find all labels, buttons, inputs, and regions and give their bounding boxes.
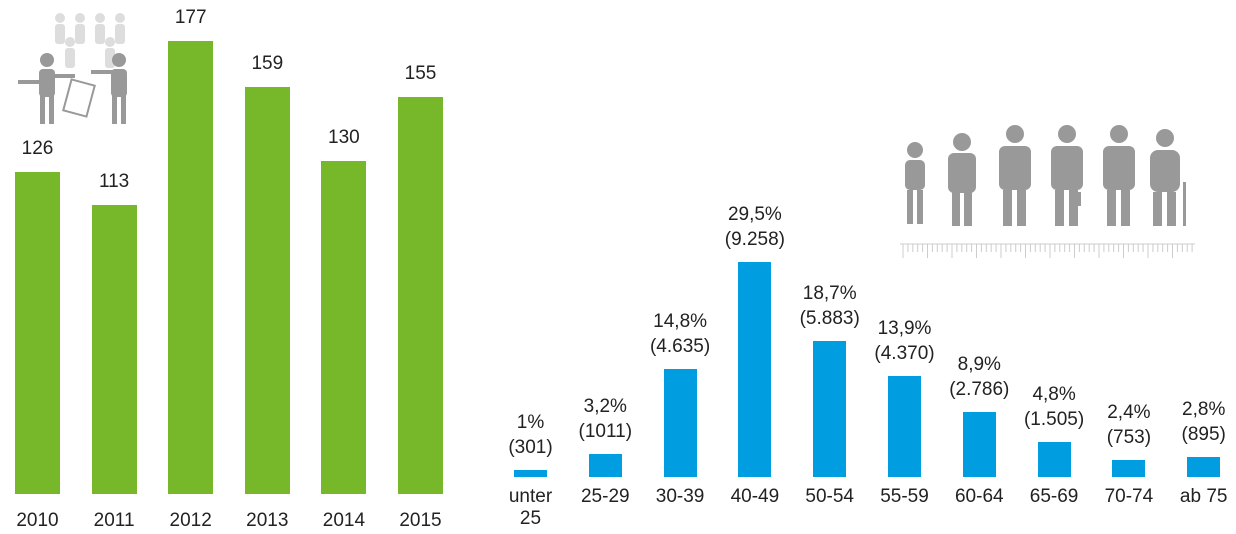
- count-label: (1011): [578, 420, 633, 442]
- x-tick-label: 2014: [322, 510, 366, 531]
- count-label: (9.258): [724, 229, 785, 250]
- bar: [588, 453, 622, 477]
- value-label: 2,8%: [1182, 398, 1226, 420]
- count-label: (753): [1106, 426, 1152, 448]
- value-label: 29,5%: [727, 204, 782, 225]
- value-label: 130: [328, 127, 360, 149]
- bar: [1112, 459, 1146, 477]
- bar: [15, 171, 60, 494]
- x-tick-label: 65-69: [1029, 486, 1079, 507]
- value-label: 177: [174, 7, 207, 28]
- value-label: 155: [404, 63, 437, 85]
- count-label: (4.370): [874, 342, 935, 364]
- count-label: (5.883): [799, 307, 860, 329]
- x-tick-label: 50-54: [805, 486, 854, 507]
- bar: [168, 41, 214, 494]
- value-label: 13,9%: [877, 317, 932, 339]
- bar: [514, 469, 547, 477]
- x-tick-label: ab 75: [1179, 486, 1228, 507]
- bar: [321, 161, 367, 494]
- count-label: (1.505): [1023, 409, 1085, 431]
- value-label: 4,8%: [1032, 384, 1076, 406]
- x-tick-label: 2015: [399, 510, 442, 531]
- bar: [244, 87, 290, 494]
- value-label: 14,8%: [653, 311, 708, 333]
- bar: [888, 375, 921, 477]
- value-label: 3,2%: [583, 395, 627, 417]
- people-icon: [18, 13, 127, 124]
- bar: [813, 340, 847, 477]
- bar: [398, 97, 443, 494]
- bar: [1187, 456, 1221, 477]
- value-label: 8,9%: [957, 354, 1001, 376]
- count-label: (2.786): [949, 379, 1010, 401]
- x-tick-label: unter 25: [508, 486, 553, 529]
- x-tick-label: 30-39: [655, 486, 705, 507]
- value-label: 18,7%: [802, 282, 857, 304]
- x-tick-label: 60-64: [954, 486, 1004, 507]
- count-label: (301): [508, 436, 553, 458]
- x-tick-label: 2011: [93, 510, 135, 531]
- x-tick-label: 40-49: [730, 486, 780, 507]
- value-label: 159: [251, 53, 284, 75]
- bar: [91, 204, 137, 494]
- bar: [663, 369, 697, 477]
- x-tick-label: 70-74: [1104, 486, 1154, 507]
- bar: [1037, 442, 1071, 477]
- value-label: 113: [98, 170, 130, 192]
- x-tick-label: 55-59: [880, 486, 929, 507]
- value-label: 1%: [516, 411, 545, 433]
- age-people-icon: [900, 125, 1195, 258]
- value-label: 126: [21, 137, 54, 159]
- x-tick-label: 25-29: [580, 486, 630, 507]
- count-label: (4.635): [649, 336, 711, 358]
- x-tick-label: 2012: [169, 510, 212, 531]
- x-tick-label: 2013: [246, 510, 289, 531]
- x-tick-label: 2010: [16, 510, 59, 531]
- bar: [738, 262, 772, 477]
- value-label: 2,4%: [1107, 401, 1151, 423]
- bar: [962, 412, 996, 477]
- count-label: (895): [1181, 423, 1226, 445]
